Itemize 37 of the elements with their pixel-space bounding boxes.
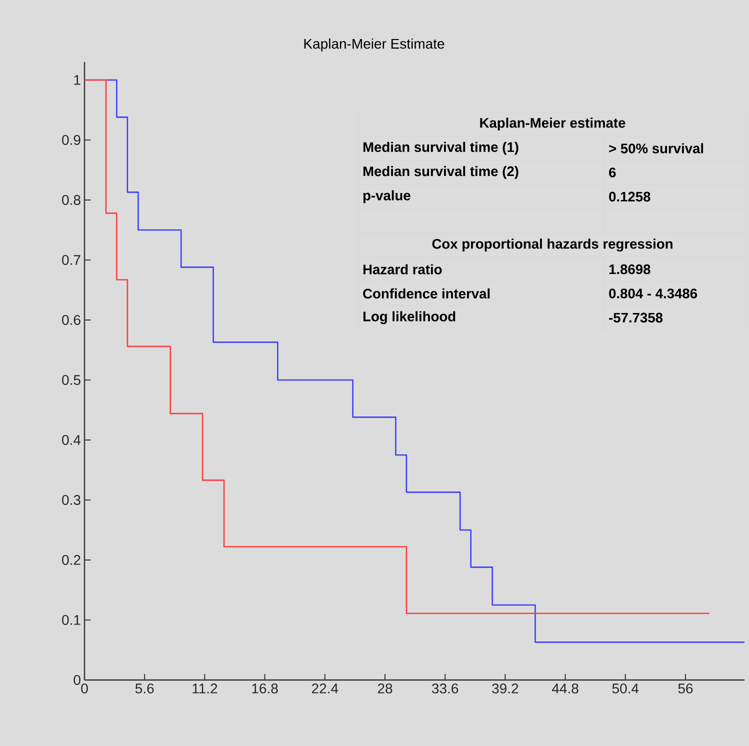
y-tick-label: 0.4 [62,435,81,445]
annotation: 1.8698 [609,264,650,274]
annotation: 6 [609,168,616,178]
annotation: p-value [363,190,410,204]
x-tick-label: 11.2 [192,684,218,694]
y-tick-label: 0.9 [62,135,80,145]
annotation: 0.1258 [609,192,650,202]
y-tick-label: 0.8 [62,195,80,205]
annotation: Cox proportional hazards regression [432,238,672,252]
y-tick-label: 0.3 [62,495,80,505]
annotation: Hazard ratio [363,264,442,274]
x-tick-label: 22.4 [312,684,338,694]
annotation: -57.7358 [609,312,663,323]
x-tick-label: 39.2 [492,684,518,694]
x-tick-label: 50.4 [612,684,639,694]
x-tick-label: 16.8 [252,684,278,694]
y-tick-label: 0.1 [62,615,80,625]
x-tick-label: 5.6 [135,684,154,694]
chart-title: Kaplan-Meier Estimate [304,38,444,52]
y-tick-label: 0 [74,675,80,685]
annotation: 0.804 - 4.3486 [609,288,698,298]
y-tick-label: 0.5 [62,375,80,385]
annotation: Kaplan-Meier estimate [480,118,626,131]
y-tick-label: 0.7 [62,255,80,265]
annotation: Median survival time (1) [363,142,518,155]
x-tick-label: 33.6 [432,684,458,694]
annotation: > 50% survival [609,143,704,154]
annotation: Confidence interval [363,288,490,299]
annotation: Median survival time (2) [363,166,518,179]
y-tick-label: 0.6 [62,315,80,325]
y-tick-label: 1 [74,75,80,85]
x-tick-label: 44.8 [552,684,578,694]
x-tick-label: 0 [81,684,88,694]
x-tick-label: 28 [378,684,392,694]
y-tick-label: 0.2 [62,555,80,565]
annotation: Log likelihood [363,311,456,324]
x-tick-label: 56 [678,684,693,694]
